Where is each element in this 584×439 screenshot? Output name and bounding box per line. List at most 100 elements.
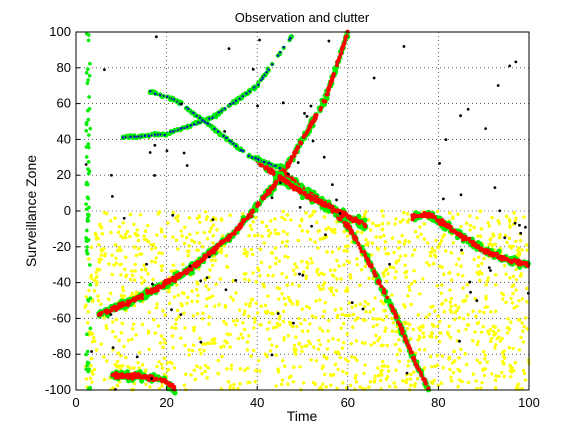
estimate-point — [271, 63, 274, 66]
clutter-point — [384, 314, 389, 319]
track-point — [348, 229, 353, 234]
clutter-point — [259, 304, 264, 308]
clutter-point — [481, 367, 486, 371]
clutter-point — [402, 242, 407, 246]
clutter-point — [335, 258, 339, 263]
clutter-point — [425, 241, 430, 245]
clutter-point — [457, 257, 461, 261]
clutter-point — [500, 291, 504, 296]
estimate-point — [225, 136, 228, 140]
clutter-point — [139, 268, 144, 272]
clutter-point — [321, 283, 325, 287]
clutter-point — [405, 321, 409, 325]
clutter-point — [358, 302, 362, 306]
clutter-point — [380, 359, 385, 364]
clutter-point — [416, 235, 420, 239]
clutter-point — [247, 314, 251, 318]
clutter-point — [201, 342, 205, 346]
clutter-point — [390, 329, 395, 333]
clutter-point — [174, 317, 179, 322]
track-point — [324, 92, 329, 97]
clutter-point — [132, 381, 137, 386]
clutter-point — [216, 371, 220, 376]
clutter-point — [322, 309, 327, 313]
clutter-point — [329, 373, 333, 378]
clutter-point — [176, 219, 180, 223]
clutter-point — [225, 264, 229, 269]
clutter-point — [388, 265, 393, 269]
clutter-point — [157, 360, 161, 364]
clutter-point — [422, 335, 426, 339]
clutter-point — [507, 236, 512, 241]
clutter-point — [266, 309, 270, 313]
clutter-point — [436, 314, 440, 318]
clutter-point — [300, 307, 304, 311]
clutter-point — [218, 277, 223, 281]
clutter-point — [309, 358, 313, 362]
clutter-point — [435, 209, 440, 214]
clutter-point — [155, 302, 159, 306]
clutter-point — [418, 225, 422, 229]
clutter-point — [203, 363, 208, 368]
clutter-point — [168, 360, 173, 364]
clutter-point — [409, 372, 413, 377]
clutter-point — [330, 250, 335, 254]
estimate-point — [228, 139, 231, 142]
clutter-point — [202, 348, 206, 353]
observation-point — [182, 151, 186, 155]
track-point — [259, 163, 264, 168]
clutter-point — [186, 253, 191, 258]
clutter-point — [285, 283, 289, 287]
clutter-point — [336, 352, 341, 356]
estimate-point — [147, 134, 151, 138]
track-point — [207, 250, 212, 255]
clutter-point — [94, 348, 99, 352]
clutter-point — [493, 242, 497, 246]
clutter-point — [253, 320, 257, 324]
detection-point — [87, 213, 91, 218]
clutter-point — [219, 246, 223, 250]
observation-point — [350, 301, 354, 305]
clutter-point — [283, 217, 287, 222]
track-point — [353, 216, 358, 221]
clutter-point — [176, 214, 180, 218]
clutter-point — [143, 368, 148, 372]
y-tick-label: -60 — [52, 310, 71, 325]
clutter-point — [517, 348, 522, 352]
observation-point — [487, 266, 491, 269]
clutter-point — [488, 328, 493, 332]
observation-point — [270, 196, 274, 200]
clutter-point — [266, 273, 270, 278]
clutter-point — [121, 221, 126, 225]
clutter-point — [366, 385, 371, 389]
track-point — [327, 83, 332, 88]
observation-point — [489, 269, 492, 272]
track-point — [379, 284, 384, 289]
clutter-point — [263, 352, 268, 356]
clutter-point — [283, 254, 287, 259]
clutter-point — [305, 229, 310, 234]
track-point — [299, 140, 303, 145]
clutter-point — [478, 209, 483, 214]
clutter-point — [162, 337, 166, 342]
estimate-halo — [224, 137, 229, 143]
clutter-point — [114, 335, 118, 339]
clutter-point — [317, 284, 321, 288]
detection-point — [85, 228, 89, 233]
clutter-point — [412, 268, 416, 273]
clutter-point — [504, 214, 509, 219]
clutter-point — [498, 339, 503, 343]
clutter-point — [307, 339, 311, 343]
clutter-point — [401, 379, 405, 383]
clutter-point — [197, 241, 202, 245]
track-point — [277, 174, 282, 179]
clutter-point — [181, 262, 185, 267]
clutter-point — [147, 347, 151, 352]
clutter-point — [273, 246, 278, 250]
clutter-point — [430, 246, 434, 251]
clutter-point — [140, 363, 145, 367]
clutter-point — [295, 324, 299, 329]
clutter-point — [132, 222, 136, 227]
track-point — [288, 181, 292, 186]
observation-point — [338, 212, 342, 215]
